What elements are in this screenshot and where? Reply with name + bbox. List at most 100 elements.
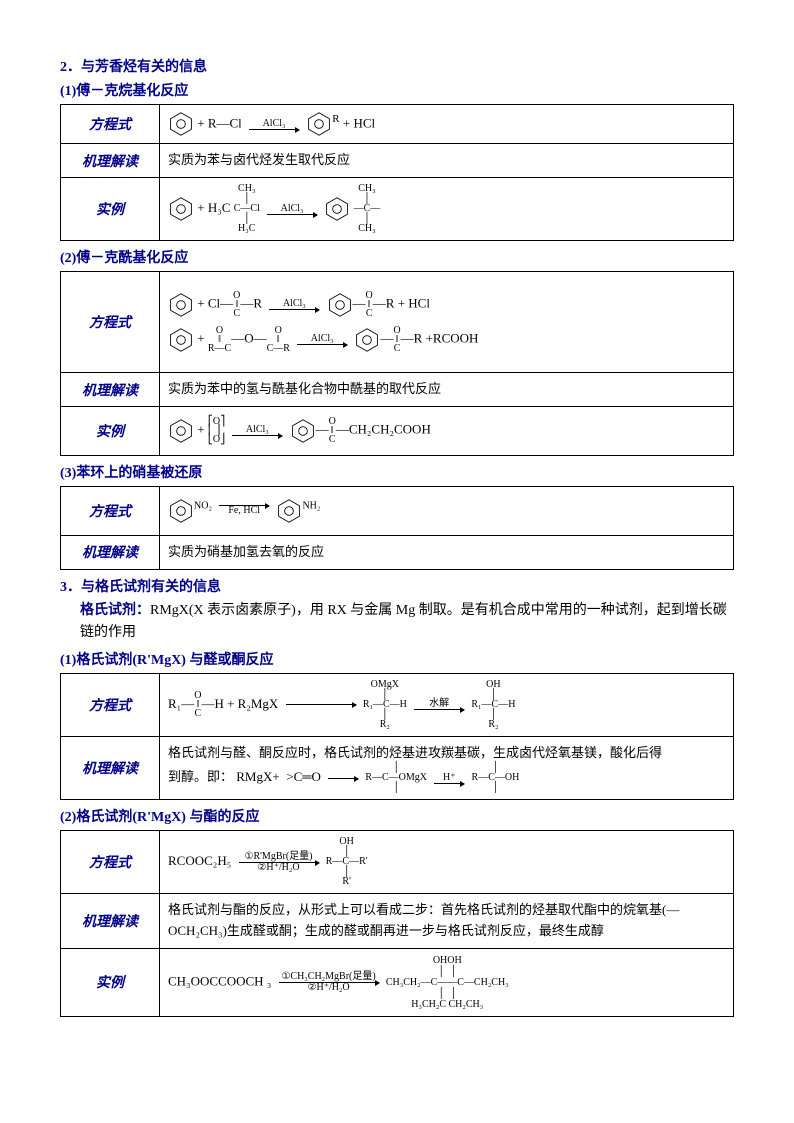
plus: + bbox=[197, 422, 204, 437]
sub-2-2-title: (2)傅－克酰基化反应 bbox=[60, 247, 734, 267]
ch3: CH₃ bbox=[358, 223, 375, 234]
eq-content: + R—Cl AlCl₃ R + HCl bbox=[160, 105, 734, 144]
mech-content: 实质为苯与卤代烃发生取代反应 bbox=[160, 144, 734, 178]
oh: OH bbox=[486, 679, 500, 690]
arrow-icon: AlCl₃ bbox=[297, 334, 347, 345]
arrow-icon: ①CH₃CH₂MgBr(足量) ②H⁺/H₂O bbox=[279, 972, 379, 993]
ex-label: 实例 bbox=[61, 948, 160, 1016]
arrow-icon bbox=[286, 704, 356, 705]
mech-label: 机理解读 bbox=[61, 535, 160, 569]
no2: NO₂ bbox=[194, 501, 212, 512]
sub-2-3-title: (3)苯环上的硝基被还原 bbox=[60, 462, 734, 482]
mech-content: 格氏试剂与醛、酮反应时，格氏试剂的烃基进攻羰基碳，生成卤代烃氧基镁，酸化后得 到… bbox=[160, 736, 734, 800]
arrow-icon: Fe, HCl bbox=[219, 505, 269, 516]
rcomgx: R—C—OMgX bbox=[365, 772, 427, 783]
ex-label: 实例 bbox=[61, 178, 160, 241]
section-2-title: 2．与芳香烃有关的信息 bbox=[60, 56, 734, 76]
mech-label: 机理解读 bbox=[61, 736, 160, 800]
rp: R' bbox=[342, 876, 350, 887]
table-2-2: 方程式 + Cl—O‖C—R AlCl₃ —O‖C—R + HCl + O‖R—… bbox=[60, 271, 734, 456]
eq-content: R₁—O‖C—H + R₂MgX OMgX│R₁—C—H│R₂ 水解 OH│R₁… bbox=[160, 673, 734, 736]
benzene-icon bbox=[168, 418, 194, 444]
oh: OH bbox=[339, 836, 353, 847]
mech-content: 格氏试剂与酯的反应，从形式上可以看成二步：首先格氏试剂的烃基取代酯中的烷氧基(—… bbox=[160, 894, 734, 949]
arrow-icon bbox=[328, 778, 358, 779]
rcr: R—C—R' bbox=[326, 856, 368, 867]
mech-content: 实质为苯中的氢与酰基化合物中酰基的取代反应 bbox=[160, 373, 734, 407]
ch3: CH₃ bbox=[238, 183, 255, 194]
p1: OHOH bbox=[433, 955, 462, 966]
mech-content: 实质为硝基加氢去氧的反应 bbox=[160, 535, 734, 569]
nh2: NH₂ bbox=[302, 501, 320, 512]
eq-label: 方程式 bbox=[61, 831, 160, 894]
cl: + Cl bbox=[197, 296, 220, 311]
r1: R₁ bbox=[168, 696, 181, 711]
eq-label: 方程式 bbox=[61, 486, 160, 535]
eq-label: 方程式 bbox=[61, 105, 160, 144]
arrow-icon: H⁺ bbox=[434, 773, 464, 784]
r: R bbox=[283, 343, 290, 354]
rcl: + R—Cl bbox=[197, 115, 242, 130]
c2: ②H⁺/H₂O bbox=[307, 983, 349, 993]
c2: ②H⁺/H₂O bbox=[257, 863, 299, 873]
table-2-3: 方程式 NO₂ Fe, HCl NH₂ 机理解读 实质为硝基加氢去氧的反应 bbox=[60, 486, 734, 570]
arrow-icon: AlCl₃ bbox=[269, 299, 319, 310]
c1: ①R'MgBr(足量) bbox=[245, 852, 313, 862]
rmgx: RMgX+ bbox=[236, 769, 279, 784]
table-3-1: 方程式 R₁—O‖C—H + R₂MgX OMgX│R₁—C—H│R₂ 水解 O… bbox=[60, 673, 734, 801]
cat: AlCl₃ bbox=[311, 334, 334, 344]
hcl: + HCl bbox=[398, 296, 430, 311]
p2: CH₃CH₂—C——C—CH₂CH₃ bbox=[386, 977, 509, 988]
arrow-icon: AlCl₃ bbox=[249, 119, 299, 130]
benzene-icon bbox=[354, 327, 380, 353]
eq-label: 方程式 bbox=[61, 272, 160, 373]
lhs: CH₃OOCCOOCH ₃ bbox=[168, 973, 271, 988]
sub-3-2-title: (2)格氏试剂(R'MgX) 与酯的反应 bbox=[60, 806, 734, 826]
arrow-icon: ①R'MgBr(足量) ②H⁺/H₂O bbox=[239, 852, 319, 873]
mech-b: 到醇。即： bbox=[168, 769, 233, 784]
r: R bbox=[253, 296, 262, 311]
arrow-icon: AlCl₃ bbox=[232, 425, 282, 436]
ex-content: CH₃OOCCOOCH ₃ ①CH₃CH₂MgBr(足量) ②H⁺/H₂O OH… bbox=[160, 948, 734, 1016]
rcooh: +RCOOH bbox=[426, 331, 479, 346]
r2: R₂ bbox=[380, 719, 390, 730]
c1: ①CH₃CH₂MgBr(足量) bbox=[281, 972, 375, 982]
rcoh: R—C—OH bbox=[472, 772, 520, 783]
ex-label: 实例 bbox=[61, 406, 160, 455]
co: C═O bbox=[294, 769, 321, 784]
cat: AlCl₃ bbox=[283, 299, 306, 309]
r2: R₂ bbox=[488, 719, 498, 730]
r: R bbox=[208, 343, 215, 354]
def-text: RMgX(X 表示卤素原子)，用 RX 与金属 Mg 制取。是有机合成中常用的一… bbox=[80, 603, 727, 640]
hcl: + HCl bbox=[343, 115, 375, 130]
table-2-1: 方程式 + R—Cl AlCl₃ R + HCl 机理解读 实质为苯与卤代烃发生… bbox=[60, 104, 734, 241]
eq-content: RCOOC₂H₅ ①R'MgBr(足量) ②H⁺/H₂O OH│R—C—R'│R… bbox=[160, 831, 734, 894]
eq-content: NO₂ Fe, HCl NH₂ bbox=[160, 486, 734, 535]
p3: H₃CH₂C CH₂CH₃ bbox=[411, 999, 483, 1010]
cat: Fe, HCl bbox=[228, 506, 260, 516]
omgx: OMgX bbox=[371, 679, 399, 690]
def-label: 格氏试剂： bbox=[80, 603, 150, 618]
eq-label: 方程式 bbox=[61, 673, 160, 736]
eq-content: + Cl—O‖C—R AlCl₃ —O‖C—R + HCl + O‖R—C—O—… bbox=[160, 272, 734, 373]
cat: AlCl₃ bbox=[281, 204, 304, 214]
benzene-icon bbox=[324, 196, 350, 222]
arrow-icon: 水解 bbox=[414, 699, 464, 710]
mech-label: 机理解读 bbox=[61, 373, 160, 407]
mech-a: 格氏试剂与醛、酮反应时，格氏试剂的烃基进攻羰基碳，生成卤代烃氧基镁，酸化后得 bbox=[168, 745, 662, 760]
benzene-icon bbox=[168, 111, 194, 137]
hydro: 水解 bbox=[429, 699, 449, 709]
sub-3-1-title: (1)格氏试剂(R'MgX) 与醛或酮反应 bbox=[60, 649, 734, 669]
r-group: R bbox=[332, 113, 339, 125]
cl: Cl bbox=[250, 203, 259, 214]
plus: + H₃C bbox=[197, 200, 230, 215]
benzene-icon bbox=[306, 111, 332, 137]
mech-label: 机理解读 bbox=[61, 894, 160, 949]
grignard-def: 格氏试剂：RMgX(X 表示卤素原子)，用 RX 与金属 Mg 制取。是有机合成… bbox=[80, 600, 734, 645]
section-3-title: 3．与格氏试剂有关的信息 bbox=[60, 576, 734, 596]
arrow-icon: AlCl₃ bbox=[267, 204, 317, 215]
ch3: CH₃ bbox=[358, 183, 375, 194]
benzene-icon bbox=[168, 196, 194, 222]
cat: AlCl₃ bbox=[263, 119, 286, 129]
benzene-icon bbox=[290, 418, 316, 444]
